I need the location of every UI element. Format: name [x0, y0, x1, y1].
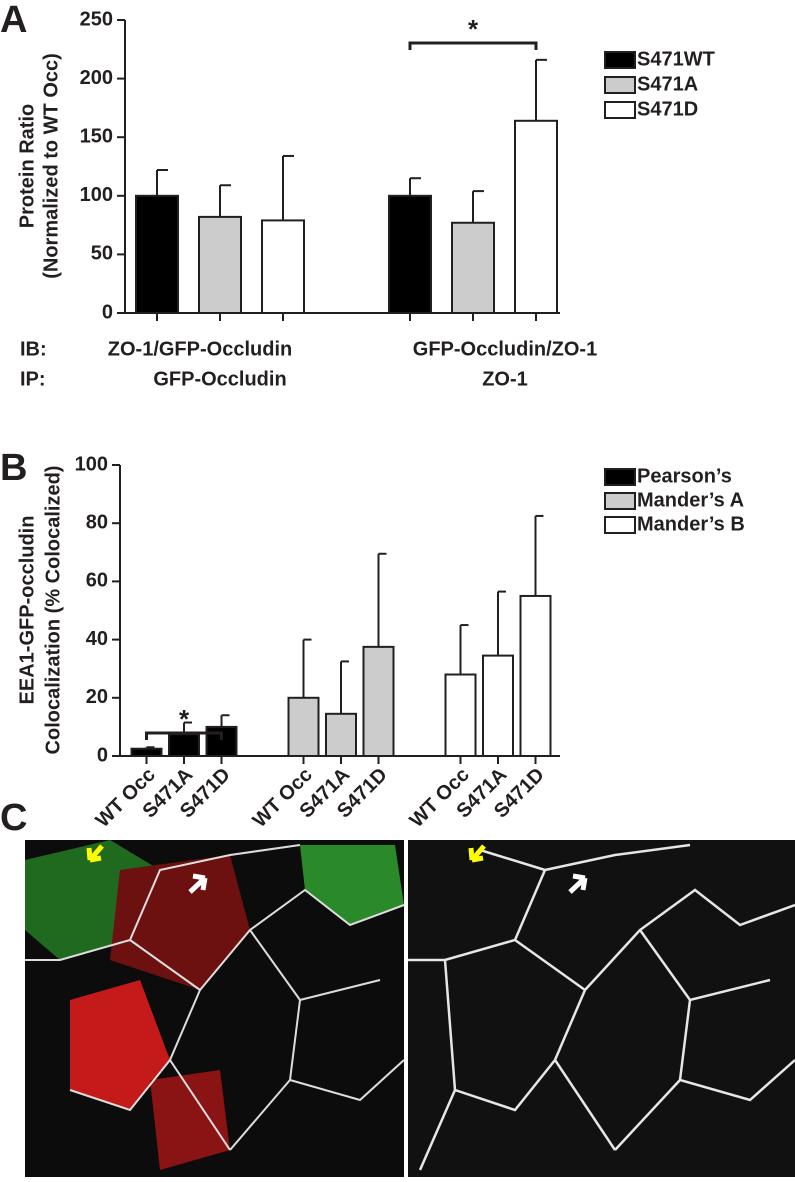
y-tick-label: 0: [102, 301, 113, 323]
y-tick-label: 150: [80, 125, 113, 147]
row-label: IB:: [20, 338, 47, 360]
y-axis-label: Colocalization (% Colocalized): [42, 466, 64, 755]
y-tick-label: 40: [86, 628, 108, 650]
y-tick-label: 20: [86, 686, 108, 708]
cell-borders: [408, 843, 795, 1171]
bar: [135, 194, 179, 314]
white-arrow: [568, 873, 588, 894]
group-sublabel: GFP-Occludin: [153, 368, 286, 390]
legend-swatch: [604, 101, 636, 119]
bar: [444, 673, 477, 758]
bar: [261, 219, 305, 314]
y-axis-label: Protein Ratio: [16, 104, 38, 228]
grayscale-image: [408, 840, 795, 1177]
legend-label: Mander’s A: [637, 489, 744, 511]
y-tick-label: 250: [80, 8, 113, 30]
legend-swatch: [604, 492, 636, 510]
red-cells: [70, 980, 170, 1110]
group-sublabel: ZO-1: [482, 368, 528, 390]
y-axis-label: (Normalized to WT Occ): [40, 53, 62, 279]
legend-label: S471D: [637, 98, 698, 120]
bar: [451, 221, 495, 314]
y-tick-label: 100: [75, 453, 108, 475]
y-tick-label: 0: [97, 744, 108, 766]
panel-label: B: [0, 447, 27, 489]
bar: [205, 725, 238, 758]
bar: [514, 119, 558, 314]
microscopy-images: [25, 840, 795, 1177]
significance-bracket: [408, 41, 538, 50]
cell-borders: [25, 844, 405, 1151]
legend-label: Pearson’s: [637, 465, 732, 487]
significance-label: *: [468, 14, 479, 44]
y-tick-label: 100: [80, 184, 113, 206]
bar: [287, 696, 320, 757]
bar: [168, 733, 200, 757]
bar: [519, 594, 552, 758]
group-label: ZO-1/GFP-Occludin: [108, 338, 292, 360]
y-tick-label: 80: [86, 511, 108, 533]
bar: [198, 215, 242, 314]
y-tick-label: 60: [86, 570, 108, 592]
bar: [130, 747, 163, 757]
legend-swatch: [604, 468, 636, 486]
legend-label: Mander’s B: [637, 513, 745, 535]
bar: [388, 194, 432, 314]
bar: [325, 712, 357, 757]
y-axis-label: EEA1-GFP-occludin: [16, 516, 38, 705]
bar: [362, 645, 395, 757]
legend-label: S471WT: [637, 48, 715, 70]
row-label: IP:: [20, 368, 46, 390]
legend-label: S471A: [637, 73, 698, 95]
green-cells: [300, 845, 404, 925]
yellow-arrow: [468, 844, 486, 863]
red-cells: [110, 855, 250, 990]
panel-label: A: [0, 0, 27, 41]
significance-bracket: [145, 731, 223, 740]
panel-label: C: [0, 797, 27, 839]
group-label: GFP-Occludin/ZO-1: [413, 338, 597, 360]
y-tick-label: 200: [80, 67, 113, 89]
red-cells: [150, 1070, 230, 1170]
legend-swatch: [604, 516, 636, 534]
legend-swatch: [604, 76, 636, 94]
y-tick-label: 50: [91, 243, 113, 265]
bar: [482, 654, 514, 757]
yellow-arrow: [86, 844, 104, 863]
significance-label: *: [179, 704, 190, 734]
legend-swatch: [604, 51, 636, 69]
white-arrow: [188, 873, 208, 894]
